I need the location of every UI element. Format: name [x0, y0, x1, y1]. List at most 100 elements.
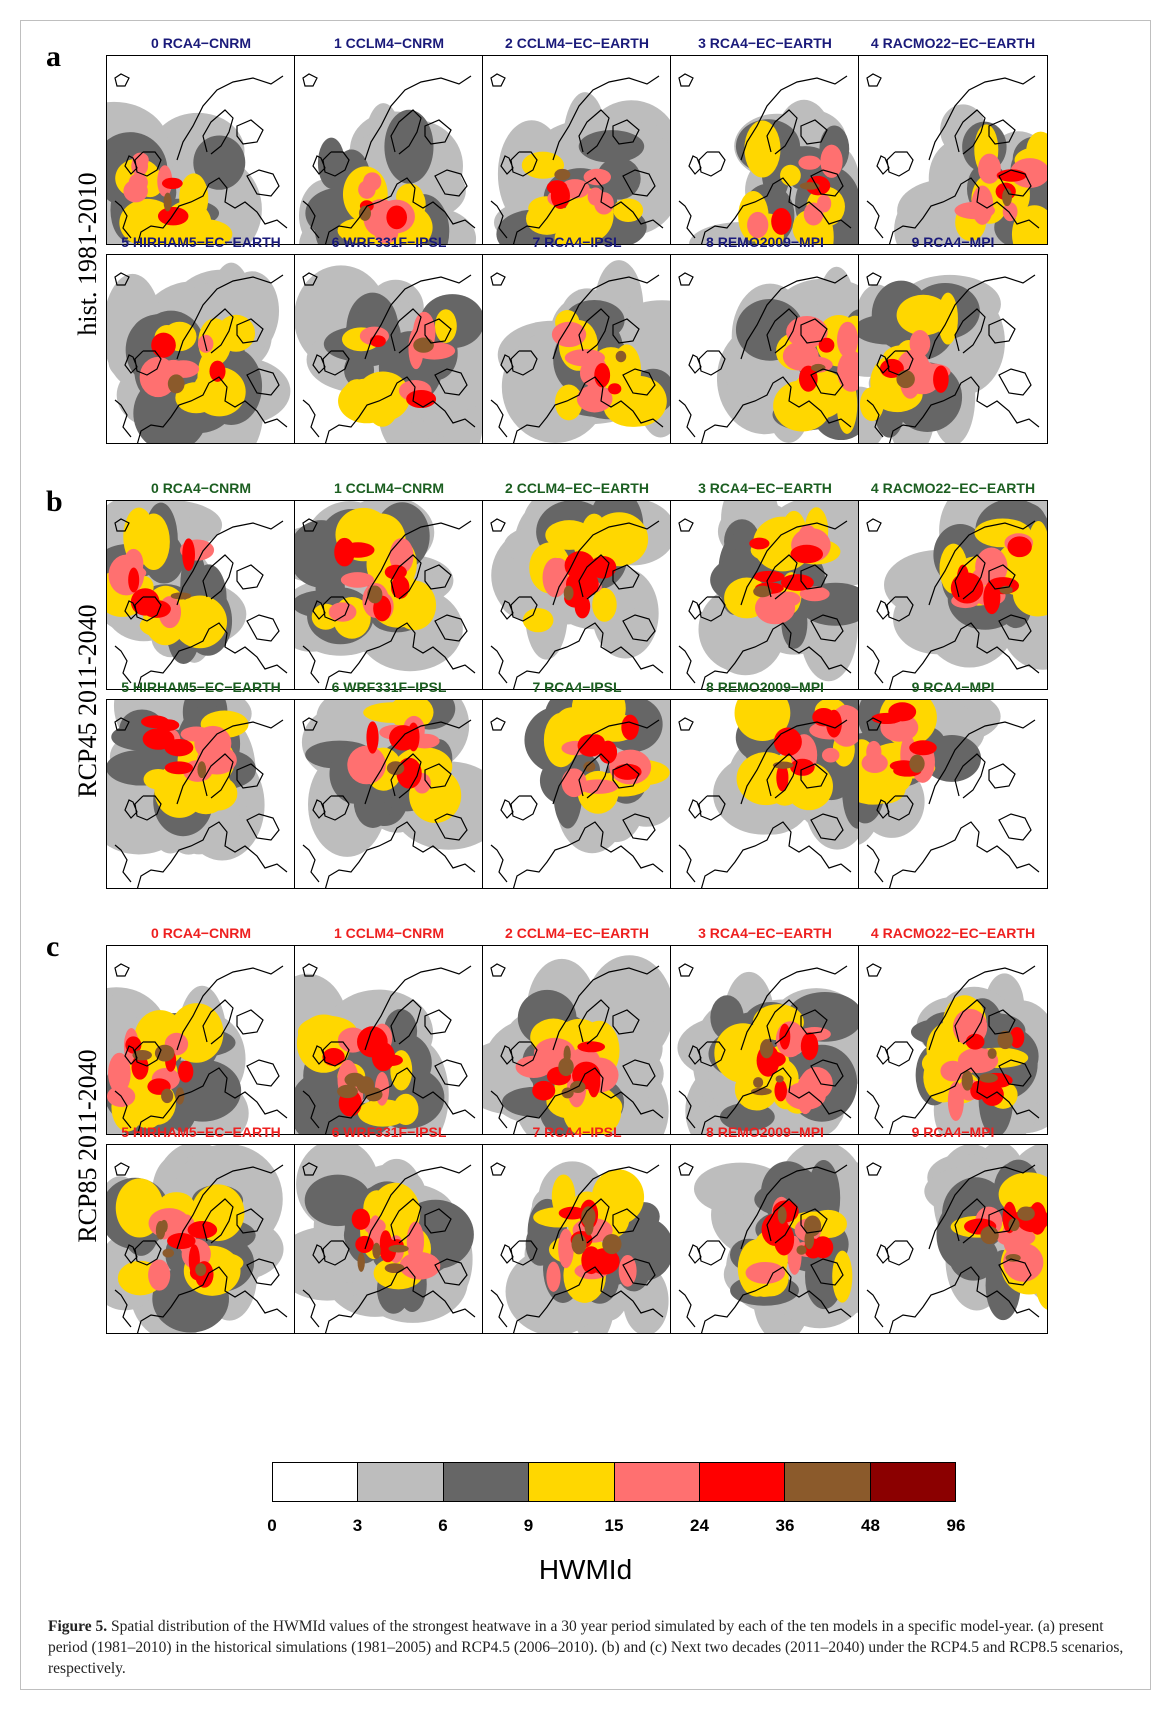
heat-patch [987, 1048, 997, 1059]
map-panel [482, 55, 672, 245]
coastline [114, 272, 288, 443]
heat-patch [542, 557, 569, 598]
heat-patch [131, 1054, 149, 1080]
heat-patch [363, 1190, 391, 1227]
heat-patch [820, 144, 843, 178]
coastline [866, 73, 1040, 244]
colorbar-tick-label: 96 [946, 1516, 966, 1535]
heat-patch [340, 572, 375, 588]
heat-patch [753, 1077, 764, 1088]
coastline [866, 1162, 1040, 1333]
heat-patch [975, 547, 1008, 587]
heat-patch [578, 130, 645, 163]
panel-title: 3 RCA4−EC−EARTH [698, 925, 832, 941]
heat-patch [383, 1009, 418, 1053]
panel-title: 6 WRF331F−IPSL [331, 1124, 447, 1140]
heat-patch [328, 602, 357, 622]
colorbar-tick-label: 9 [523, 1516, 534, 1535]
heat-patch [621, 714, 639, 740]
heat-patch [155, 719, 180, 732]
heat-patch [172, 595, 228, 649]
map-panel [858, 945, 1048, 1135]
heat-patch [965, 1033, 985, 1050]
heat-patch [337, 1084, 358, 1099]
heat-patch [142, 728, 175, 750]
map-panel [670, 945, 860, 1135]
coastline [490, 518, 664, 689]
heat-patch [341, 379, 373, 420]
section-letter: b [46, 485, 63, 518]
map-panel [106, 55, 296, 245]
map-panel [294, 500, 484, 690]
heat-patch [351, 1208, 371, 1230]
heat-patch [903, 361, 942, 395]
heat-patch [587, 1064, 601, 1098]
heat-patch [602, 1233, 622, 1255]
heat-patch [157, 206, 189, 226]
heat-patch [347, 745, 386, 785]
heat-patch [357, 1099, 409, 1127]
heat-patch [546, 1261, 561, 1292]
map-panel [294, 254, 484, 444]
heat-patch [978, 153, 1001, 184]
heat-patch [151, 332, 176, 358]
heat-patch [187, 1221, 218, 1239]
panel-title: 3 RCA4−EC−EARTH [698, 480, 832, 496]
heat-patch [334, 537, 355, 567]
coastline [490, 717, 664, 888]
heat-patch [771, 207, 792, 235]
coastline [490, 1162, 664, 1333]
heat-patch [386, 205, 408, 230]
coastline [866, 963, 1040, 1134]
heat-patch [589, 1248, 620, 1275]
heat-patch [388, 1244, 409, 1253]
heat-patch [896, 370, 915, 389]
colorbar-swatch [785, 1463, 871, 1501]
panel-title: 1 CCLM4−CNRM [333, 925, 445, 941]
heat-patch [407, 722, 420, 752]
heat-patch [773, 727, 802, 757]
heat-patch [805, 1243, 844, 1310]
panel-title: 1 CCLM4−CNRM [333, 35, 445, 51]
panel-title: 9 RCA4−MPI [911, 679, 995, 695]
colorbar-tick-label: 24 [690, 1516, 709, 1535]
heat-patch [799, 586, 830, 602]
heat-patch [194, 725, 232, 761]
map-panel [858, 55, 1048, 245]
coastline [114, 1162, 288, 1333]
map-panel [294, 699, 484, 889]
heat-patch [545, 520, 594, 550]
heat-patch [775, 1075, 784, 1083]
heat-patch [558, 1057, 574, 1077]
heat-patch [583, 761, 596, 772]
heat-patch [821, 747, 840, 763]
heat-patch [148, 1259, 171, 1291]
coastline [490, 272, 664, 443]
heat-patch [1009, 1026, 1025, 1049]
heat-patch [826, 709, 842, 738]
heat-patch [613, 763, 642, 780]
coastline [114, 73, 288, 244]
panel-title: 5 HIRHAM5−EC−EARTH [121, 234, 281, 250]
heat-patch [744, 120, 781, 178]
heat-patch [357, 1252, 365, 1272]
heat-patch [879, 358, 904, 379]
heat-patch [563, 585, 574, 601]
panel-title: 8 REMO2009−MPI [706, 679, 824, 695]
section-letter: c [46, 930, 60, 963]
heat-patch [584, 1215, 594, 1236]
panel-title: 0 RCA4−CNRM [151, 480, 251, 496]
heat-patch [909, 754, 925, 773]
heat-patch [773, 591, 801, 607]
heat-patch [403, 758, 418, 776]
heat-patch [747, 211, 769, 239]
heat-patch [749, 537, 770, 550]
heat-patch [543, 712, 579, 768]
map-panel [294, 1144, 484, 1334]
panel-title: 9 RCA4−MPI [911, 1124, 995, 1140]
heat-patch [592, 587, 617, 622]
heat-patch [563, 1045, 571, 1064]
heat-patch [798, 365, 818, 392]
heat-patch [413, 337, 434, 353]
period-label: RCP45 2011-2040 [73, 604, 102, 798]
